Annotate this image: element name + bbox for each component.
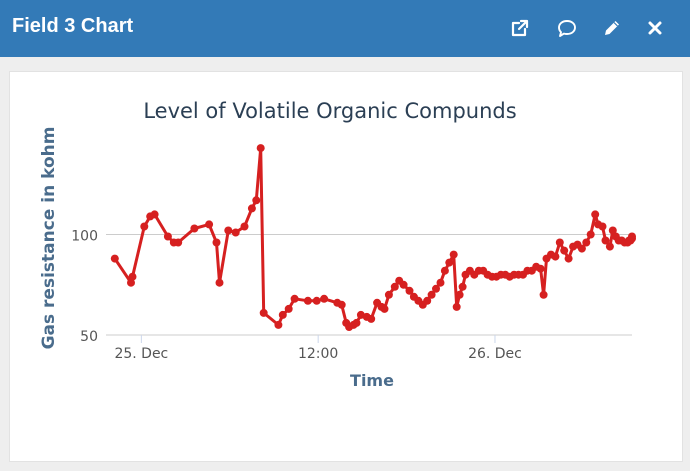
- data-point[interactable]: [320, 294, 329, 303]
- x-axis-ticks: 25. Dec 12:00 26. Dec: [114, 335, 522, 362]
- data-point[interactable]: [436, 278, 445, 287]
- data-point[interactable]: [423, 296, 432, 305]
- data-point[interactable]: [110, 254, 119, 263]
- chart-grid: [106, 234, 632, 336]
- data-point[interactable]: [259, 308, 268, 317]
- data-point[interactable]: [150, 210, 159, 219]
- data-point[interactable]: [247, 204, 256, 213]
- data-point[interactable]: [582, 238, 591, 247]
- data-point[interactable]: [601, 236, 610, 245]
- data-point[interactable]: [128, 272, 137, 281]
- data-point[interactable]: [312, 296, 321, 305]
- data-point[interactable]: [536, 264, 545, 273]
- data-point[interactable]: [455, 290, 464, 299]
- x-axis-label: Time: [350, 371, 394, 390]
- data-point[interactable]: [231, 228, 240, 237]
- data-point[interactable]: [190, 224, 199, 233]
- data-point[interactable]: [564, 254, 573, 263]
- data-point[interactable]: [440, 266, 449, 275]
- speech-bubble-icon: [558, 20, 576, 37]
- data-point[interactable]: [205, 220, 214, 229]
- data-point[interactable]: [539, 290, 548, 299]
- external-link-icon: [511, 19, 529, 37]
- data-point[interactable]: [140, 222, 149, 231]
- x-tick-label: 26. Dec: [468, 346, 522, 362]
- data-point[interactable]: [560, 246, 569, 255]
- y-axis-ticks: 50 100: [71, 229, 98, 346]
- data-point[interactable]: [252, 196, 261, 205]
- edit-button[interactable]: [598, 14, 626, 42]
- data-point[interactable]: [352, 318, 361, 327]
- data-point[interactable]: [284, 304, 293, 313]
- data-point[interactable]: [555, 238, 564, 247]
- data-point[interactable]: [224, 226, 233, 235]
- data-point[interactable]: [577, 244, 586, 253]
- app-header: Field 3 Chart: [0, 0, 690, 57]
- data-point[interactable]: [337, 300, 346, 309]
- data-point[interactable]: [399, 280, 408, 289]
- y-tick-label: 100: [71, 229, 98, 245]
- data-point[interactable]: [290, 294, 299, 303]
- series-markers: [110, 144, 636, 331]
- data-point[interactable]: [127, 278, 135, 287]
- data-point[interactable]: [598, 222, 607, 231]
- data-point[interactable]: [380, 304, 389, 313]
- data-point[interactable]: [608, 226, 617, 235]
- comment-button[interactable]: [553, 14, 581, 42]
- data-point[interactable]: [390, 282, 399, 291]
- series-line: [113, 146, 634, 329]
- page-title: Field 3 Chart: [12, 15, 134, 37]
- data-point[interactable]: [551, 252, 560, 261]
- chart-title: Level of Volatile Organic Compunds: [143, 99, 516, 123]
- open-external-button[interactable]: [506, 14, 534, 42]
- x-tick-label: 12:00: [298, 346, 338, 362]
- y-axis-label: Gas resistance in kohm: [39, 127, 59, 350]
- data-point[interactable]: [274, 320, 283, 329]
- close-icon: [648, 21, 662, 35]
- data-point[interactable]: [240, 222, 249, 231]
- data-point[interactable]: [427, 290, 436, 299]
- data-point[interactable]: [591, 210, 600, 219]
- data-point[interactable]: [605, 242, 614, 251]
- data-point[interactable]: [405, 286, 414, 295]
- data-point[interactable]: [303, 296, 312, 305]
- data-point[interactable]: [384, 290, 393, 299]
- data-point[interactable]: [458, 282, 467, 291]
- data-point[interactable]: [367, 314, 376, 323]
- data-point[interactable]: [586, 230, 595, 239]
- x-tick-label: 25. Dec: [114, 346, 168, 362]
- data-point[interactable]: [174, 238, 183, 247]
- pencil-icon: [605, 21, 619, 35]
- data-point[interactable]: [256, 144, 265, 153]
- data-point[interactable]: [212, 238, 221, 247]
- data-point[interactable]: [445, 258, 454, 267]
- y-tick-label: 50: [80, 329, 98, 345]
- data-point[interactable]: [432, 284, 440, 293]
- data-point[interactable]: [215, 278, 224, 287]
- data-point[interactable]: [628, 232, 636, 241]
- data-point[interactable]: [452, 302, 461, 311]
- data-point[interactable]: [163, 232, 172, 241]
- close-button[interactable]: [641, 14, 669, 42]
- data-point[interactable]: [449, 250, 458, 259]
- chart-panel: Level of Volatile Organic Compunds Gas r…: [9, 71, 683, 462]
- data-point[interactable]: [278, 310, 287, 319]
- line-chart: Level of Volatile Organic Compunds Gas r…: [39, 99, 636, 390]
